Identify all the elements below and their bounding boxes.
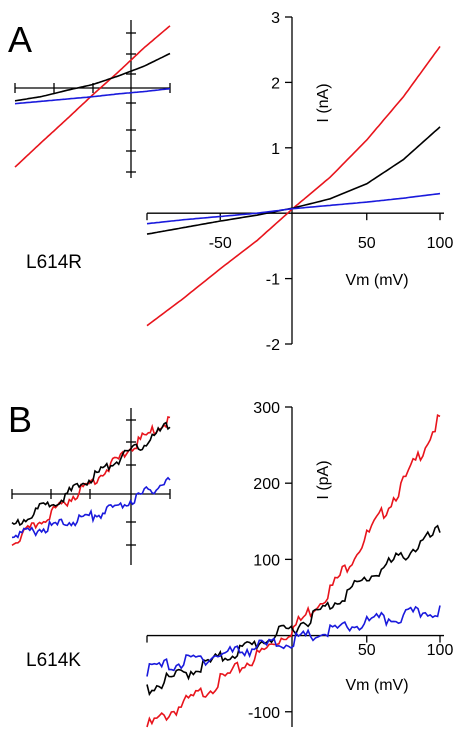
panel-letter-a: A [8,19,32,60]
y-tick-label: 300 [253,400,280,417]
panel-letter-b: B [8,399,32,440]
inset-series-line [11,476,171,539]
x-tick-label: 50 [358,642,376,659]
mutant-label-a: L614R [26,252,82,273]
mutant-label-b: L614K [26,650,81,671]
inset-series-line [14,87,171,105]
series-line [146,605,441,677]
inset-series-line [11,416,171,546]
y-tick-label: 1 [271,141,280,158]
x-tick-label: 50 [358,235,376,252]
x-tick-label: -50 [209,235,232,252]
x-axis-label: Vm (mV) [345,677,408,694]
y-axis-label: I (nA) [315,83,332,122]
inset-chart [14,20,171,178]
inset-chart [11,408,171,565]
x-axis-label: Vm (mV) [345,272,408,289]
y-tick-label: 2 [271,75,280,92]
y-tick-label: 200 [253,476,280,493]
y-tick-label: 100 [253,552,280,569]
series-line [146,192,441,225]
y-tick-label: -100 [248,705,280,722]
series-line [146,413,441,728]
chart-panel-a: -2 -1 1 2 3 -50 50 100 Vm (mV) I (nA) [14,10,454,354]
series-line [146,126,441,235]
inset-series-line [14,25,171,168]
x-tick-label: 100 [427,642,454,659]
y-tick-label: -1 [266,272,280,289]
y-tick-label: -2 [266,337,280,354]
chart-panel-b: -100 100 200 300 50 100 Vm (mV) I (pA) [11,400,454,728]
y-axis-label: I (pA) [315,460,332,499]
inset-series-line [11,421,171,527]
series-line [146,524,441,697]
y-tick-label: 3 [271,10,280,27]
x-tick-label: 100 [427,235,454,252]
inset-series-line [14,52,171,102]
